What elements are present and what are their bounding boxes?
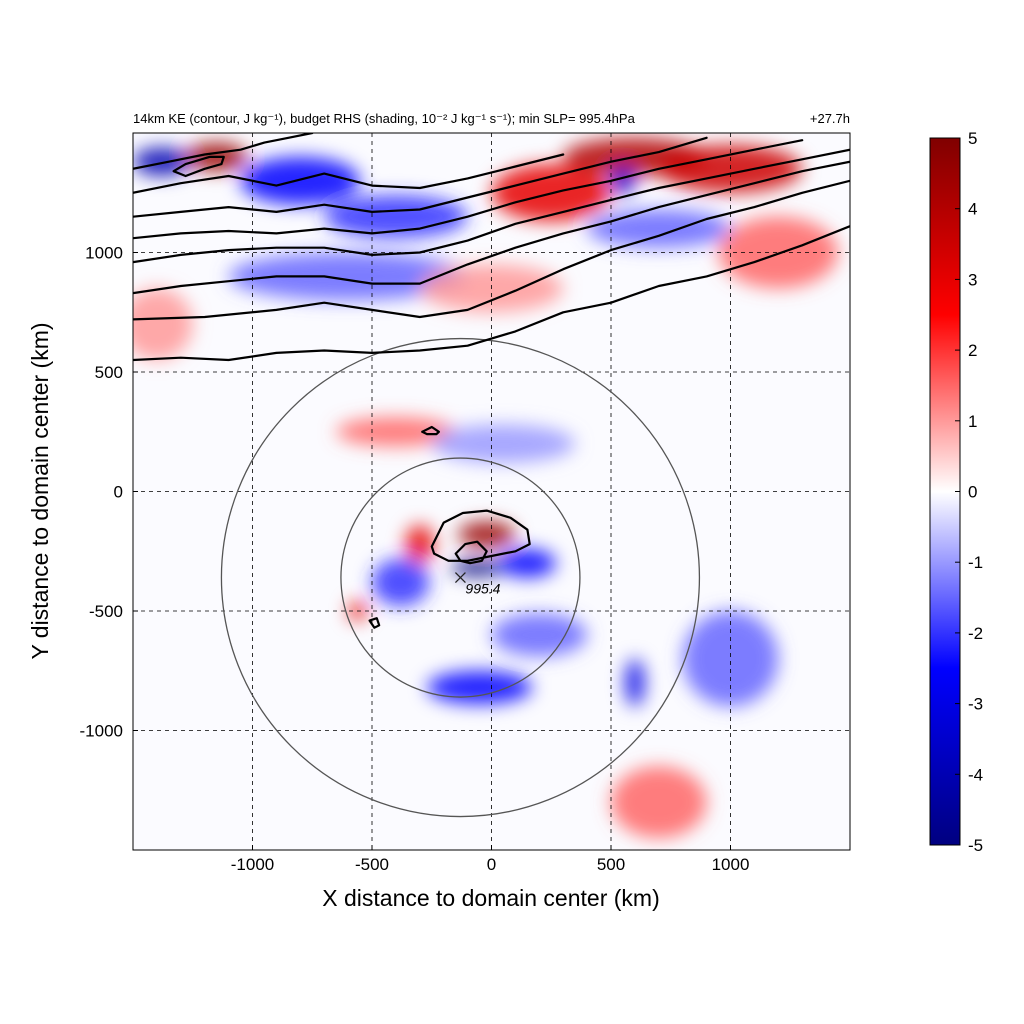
shading-blob [405, 524, 435, 564]
range-ring [340, 457, 581, 698]
colorbar-tick-label: -2 [968, 624, 983, 643]
range-ring [220, 337, 701, 818]
shading-blob [682, 611, 779, 707]
shading-blob [450, 559, 504, 577]
shading-blob [625, 658, 645, 707]
x-tick-label: 500 [597, 855, 625, 874]
y-tick-label: -500 [89, 602, 123, 621]
ke-contour-line [133, 133, 314, 170]
storm-center-x [454, 572, 466, 583]
x-axis-label: X distance to domain center (km) [322, 885, 659, 911]
y-tick-label: 1000 [85, 244, 123, 263]
ke-contour-line [430, 509, 531, 562]
shading-blob [228, 252, 468, 301]
shading-blob [431, 424, 576, 463]
colorbar-tick-label: -5 [968, 836, 983, 855]
chart-title: 14km KE (contour, J kg⁻¹), budget RHS (s… [133, 111, 636, 126]
x-tick-label: -1000 [231, 855, 274, 874]
plot-area [133, 133, 850, 850]
shading-blob [587, 209, 731, 248]
colorbar-tick-label: 5 [968, 129, 977, 148]
y-tick-label: 0 [114, 483, 123, 502]
storm-center-marker: 995.4 [454, 572, 501, 597]
y-axis-label: Y distance to domain center (km) [27, 322, 53, 659]
range-rings [220, 337, 701, 818]
shading-blob [240, 156, 361, 205]
ke-contour-line [133, 139, 804, 240]
colorbar-tick-label: 3 [968, 270, 977, 289]
ke-contour-line [133, 136, 708, 218]
shading-blob [498, 548, 557, 578]
x-tick-label: 1000 [712, 855, 750, 874]
colorbar-tick-label: -3 [968, 695, 983, 714]
ke-contours [133, 133, 850, 629]
min-slp-label: 995.4 [465, 581, 500, 597]
ke-contour-line [368, 617, 381, 629]
ke-contour-line [133, 160, 850, 295]
colorbar-tick-label: 1 [968, 412, 977, 431]
y-tick-label: 500 [95, 363, 123, 382]
ke-contour-line [421, 425, 440, 436]
shading-blob [372, 558, 430, 607]
shading-blob [336, 417, 456, 447]
shading-blob [491, 613, 588, 657]
shading-blob [611, 166, 635, 196]
x-tick-label: -500 [355, 855, 389, 874]
shading-blob [611, 766, 707, 839]
colorbar-tick-label: -4 [968, 765, 983, 784]
ke-contour-line [172, 155, 225, 178]
colorbar-tick-label: 0 [968, 483, 977, 502]
ke-contour-line [133, 225, 850, 362]
x-tick-label: 0 [487, 855, 496, 874]
colorbar-tick-label: -1 [968, 553, 983, 572]
ke-contour-line [133, 153, 565, 194]
y-tick-label: -1000 [80, 722, 123, 741]
shading-blob [133, 147, 191, 177]
y-axis-ticks: 1000 500 0 -500 -1000 [80, 244, 138, 741]
ke-contour-line [133, 179, 850, 321]
time-label: +27.7h [810, 111, 850, 126]
x-axis-ticks: -1000 -500 0 500 1000 [231, 845, 750, 874]
colorbar-ticks: 5 4 3 2 1 0 -1 -2 -3 -4 -5 [955, 129, 983, 855]
shading-blob [458, 521, 516, 548]
shading-blob [426, 670, 533, 705]
ke-contour-line [133, 148, 850, 264]
shading-blob [718, 216, 839, 289]
shading-blob [133, 288, 193, 361]
colorbar-tick-label: 4 [968, 200, 977, 219]
colorbar-tick-label: 2 [968, 341, 977, 360]
ke-contour-line [454, 540, 488, 565]
